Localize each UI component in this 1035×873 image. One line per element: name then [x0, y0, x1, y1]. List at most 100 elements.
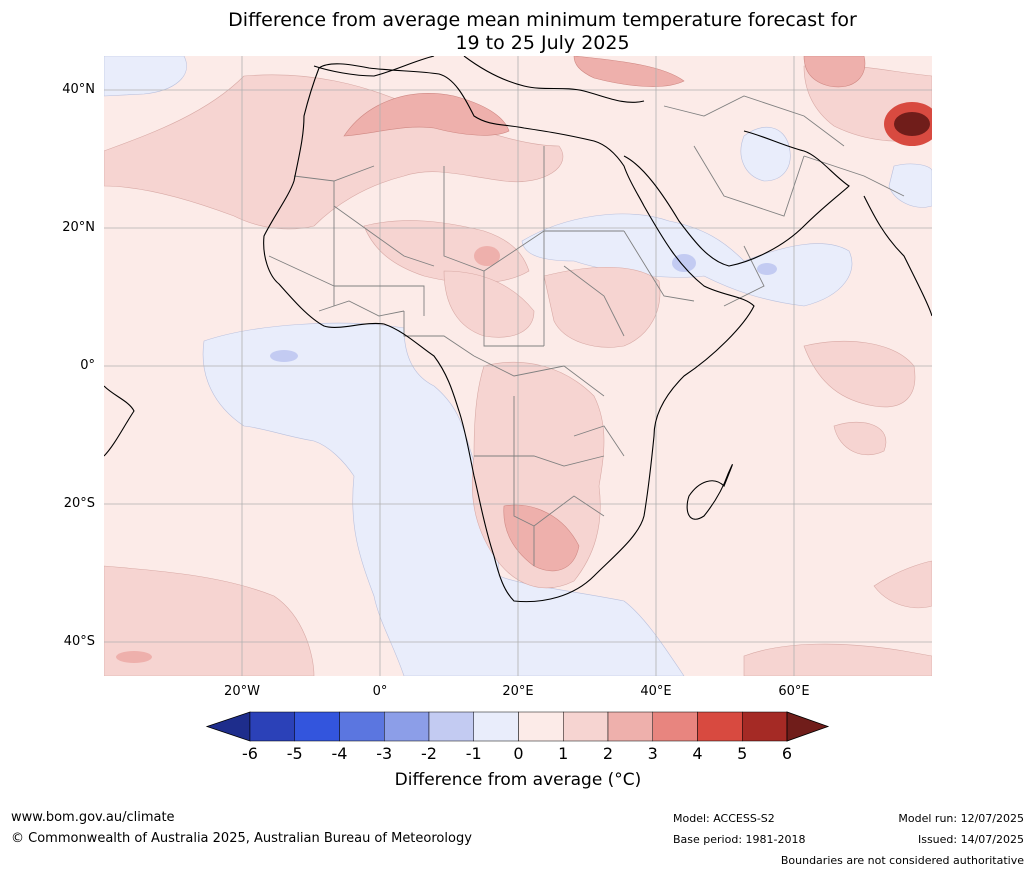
website-text: www.bom.gov.au/climate [11, 810, 175, 825]
anomaly-region-positive-caspian [803, 56, 866, 88]
colorbar-tick-label: -2 [421, 744, 437, 763]
anomaly-region-positive-hotspot-core [894, 112, 930, 136]
anomaly-region-positive-north-africa [104, 74, 564, 230]
south-america-coastline [104, 385, 135, 457]
border-line [483, 271, 544, 347]
lat-label-20n: 20°N [62, 220, 95, 235]
colorbar-swatch [428, 711, 474, 742]
colorbar-swatch [607, 711, 653, 742]
anomaly-region-negative-nw [104, 56, 187, 97]
colorbar-swatch [697, 711, 743, 742]
anomaly-region-positive-sw-atlantic [116, 651, 152, 663]
anomaly-region-negative-atlantic [202, 322, 685, 676]
anomaly-region-negative-iran [740, 127, 791, 182]
colorbar-swatch [473, 711, 519, 742]
border-line [474, 455, 605, 467]
africa-coastline [263, 63, 755, 603]
anomaly-region-positive-madagascar-sea [833, 421, 887, 456]
colorbar-swatch [742, 711, 788, 742]
colorbar-swatches [205, 711, 830, 742]
lon-label-60e: 60°E [778, 684, 810, 699]
colorbar-tick-label: -5 [286, 744, 303, 763]
anomaly-region-negative-small [270, 350, 298, 362]
colorbar-extend-high [786, 711, 830, 742]
europe-coastline [313, 56, 645, 103]
map-area [104, 56, 932, 676]
border-line [318, 300, 405, 317]
colorbar-tick-label: 3 [647, 744, 658, 763]
border-line [473, 355, 605, 397]
colorbar-tick-label: -4 [331, 744, 348, 763]
lon-label-20e: 20°E [502, 684, 534, 699]
colorbar-swatch [294, 711, 340, 742]
colorbar-tick-label: -3 [376, 744, 393, 763]
border-line [333, 205, 435, 267]
colorbar-swatch [563, 711, 609, 742]
map-title: Difference from average mean minimum tem… [0, 9, 1035, 55]
colorbar-tick-label: 1 [558, 744, 569, 763]
anomaly-region-positive-sahel [443, 270, 535, 338]
border-line [663, 95, 845, 147]
colorbar-tick-label: 4 [692, 744, 703, 763]
colorbar-swatch [652, 711, 698, 742]
copyright-text: © Commonwealth of Australia 2025, Austra… [11, 831, 472, 846]
disclaimer-text: Boundaries are not considered authoritat… [780, 854, 1024, 867]
anomaly-region-positive-sahara [363, 220, 530, 284]
lon-label-0: 0° [372, 684, 388, 699]
country-borders [268, 95, 905, 566]
arabia-coastline [623, 130, 850, 267]
colorbar-tick-label: 6 [781, 744, 793, 763]
temperature-anomaly-map [104, 56, 932, 676]
border-line [543, 146, 624, 232]
graticule [104, 56, 932, 676]
border-line [268, 255, 335, 306]
india-coastline [863, 195, 932, 317]
colorbar-tick-label: -1 [465, 744, 482, 763]
anomaly-region-positive-south-indian [743, 643, 932, 676]
title-line-1: Difference from average mean minimum tem… [228, 9, 857, 31]
colorbar-tick-label: 2 [602, 744, 614, 763]
lat-label-40s: 40°S [63, 634, 95, 649]
base-period-text: Base period: 1981-2018 [673, 833, 806, 846]
lat-label-40n: 40°N [62, 82, 95, 97]
colorbar-tick-label: -6 [242, 744, 258, 763]
colorbar-swatch [249, 711, 295, 742]
colorbar-extend-low [205, 711, 251, 742]
issued-text: Issued: 14/07/2025 [917, 833, 1024, 846]
colorbar-swatch [384, 711, 430, 742]
border-line [563, 265, 625, 337]
border-line [293, 165, 375, 182]
model-text: Model: ACCESS-S2 [673, 812, 775, 825]
colorbar-swatch [518, 711, 564, 742]
border-line [443, 166, 545, 272]
colorbar-label: Difference from average (°C) [394, 770, 642, 790]
colorbar-tick-label: 5 [737, 744, 748, 763]
anomaly-region-positive-se-indian [873, 560, 932, 609]
anomaly-region-positive-indian-ocean [803, 340, 916, 408]
anomaly-region-positive-kalahari [503, 504, 580, 572]
lat-label-0: 0° [80, 358, 95, 373]
lon-label-20w: 20°W [224, 684, 260, 699]
anomaly-region-positive-southern-africa [471, 361, 605, 589]
madagascar-coastline [686, 464, 733, 520]
coastlines [104, 56, 932, 603]
border-line [333, 181, 425, 316]
title-line-2: 19 to 25 July 2025 [455, 32, 630, 54]
border-line [693, 145, 805, 217]
border-line [573, 425, 625, 457]
anomaly-region-positive-anatolia [573, 56, 685, 87]
border-line [623, 230, 695, 302]
lat-label-20s: 20°S [63, 496, 95, 511]
colorbar-tick-label: 0 [513, 744, 524, 763]
anomaly-region-negative-india [888, 163, 932, 208]
colorbar-swatch [339, 711, 385, 742]
anomaly-region-negative-small [672, 254, 696, 272]
anomaly-region-positive-south-atlantic [104, 565, 315, 676]
anomaly-region-negative-small [757, 263, 777, 275]
model-run-text: Model run: 12/07/2025 [898, 812, 1024, 825]
lon-label-40e: 40°E [640, 684, 672, 699]
anomaly-region-positive-east-africa [543, 266, 661, 348]
anomaly-region-positive-sudan [474, 246, 500, 266]
border-line [803, 155, 905, 197]
border-line [403, 311, 475, 357]
